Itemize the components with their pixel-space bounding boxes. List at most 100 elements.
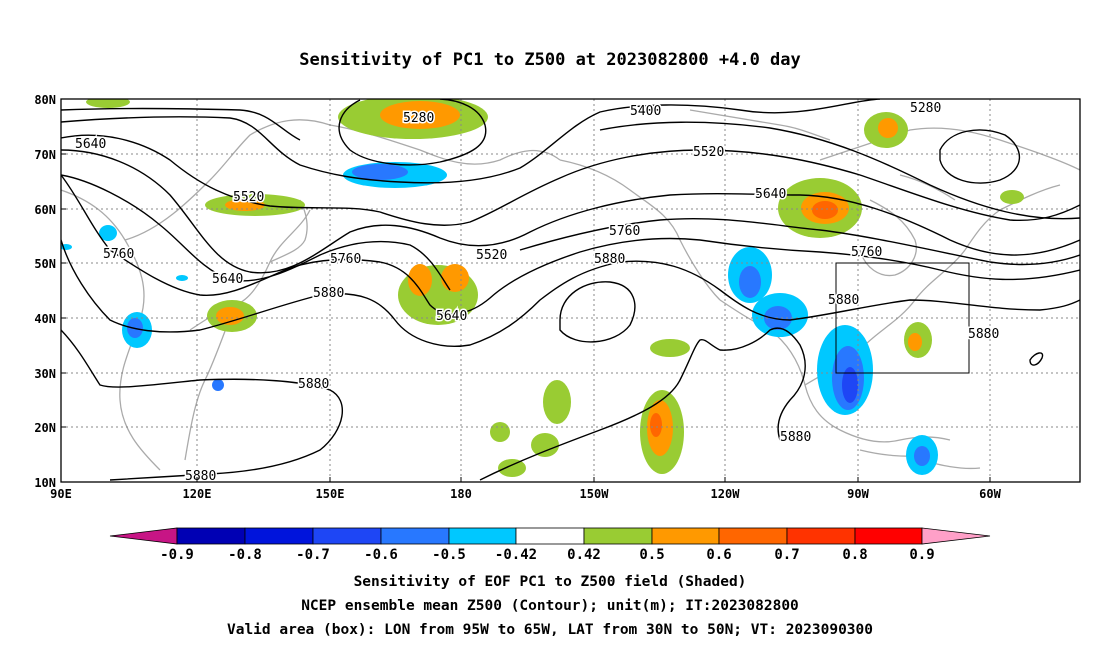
- blob-pacific-positive-peak: [650, 413, 662, 437]
- contour-extra-1: [61, 107, 301, 141]
- contour-label: 5640: [755, 187, 786, 202]
- colorbar-swatch: [786, 527, 856, 545]
- contour-5400-close: [939, 129, 1021, 184]
- contour-label: 5520: [233, 190, 264, 205]
- blob-midpacific-positive-4: [498, 459, 526, 477]
- colorbar-swatch: [244, 527, 314, 545]
- latitude-labels: 80N 70N 60N 50N 40N 30N 20N 10N: [34, 93, 56, 490]
- blob-dateline-positive-core2: [441, 264, 469, 292]
- caption-line-1: Sensitivity of EOF PC1 to Z500 field (Sh…: [353, 574, 747, 590]
- blob-midpacific-positive-2: [531, 433, 559, 457]
- lat-label: 60N: [34, 203, 56, 217]
- contour-5880-b: [61, 329, 344, 481]
- lat-label: 20N: [34, 421, 56, 435]
- blob-greenland-positive-core: [878, 118, 898, 138]
- blob-arctic-negative-core: [352, 164, 408, 180]
- blob-hudson-positive-peak: [812, 201, 838, 219]
- lon-label: 120E: [183, 487, 212, 501]
- lon-label: 90W: [847, 487, 869, 501]
- blob-midpacific-positive-3: [490, 422, 510, 442]
- gridlines: [61, 99, 1080, 482]
- contour-label: 5520: [476, 248, 507, 263]
- contour-5880-c: [479, 327, 806, 481]
- contour-label: 5520: [693, 145, 724, 160]
- contour-5400-a: [61, 99, 881, 184]
- contour-label: 5880: [313, 286, 344, 301]
- contour-5280-arctic: [338, 99, 487, 166]
- lon-label: 150W: [580, 487, 610, 501]
- blob-gulf-negative-peak: [842, 367, 858, 403]
- colorbar-swatch: [718, 527, 788, 545]
- blob-westus-negative-core1: [739, 266, 761, 298]
- contour-5880-a: [61, 239, 1080, 347]
- colorbar-tick: -0.8: [228, 547, 262, 563]
- contour-label: 5880: [828, 293, 859, 308]
- lon-label: 90E: [50, 487, 72, 501]
- blob-dateline-positive-core1: [408, 264, 432, 296]
- blob-siberia-positive-core: [225, 199, 265, 211]
- contour-5880-loop: [559, 281, 636, 343]
- caption-line-3: Valid area (box): LON from 95W to 65W, L…: [226, 622, 873, 638]
- colorbar-triangle-right: [921, 527, 991, 545]
- positive-sensitivity-shading: [86, 99, 1024, 477]
- blob-eastasia-positive: [1000, 190, 1024, 204]
- lat-label: 40N: [34, 312, 56, 326]
- colorbar-tick: 0.6: [706, 547, 731, 563]
- lat-label: 70N: [34, 148, 56, 162]
- z500-contours: [61, 99, 1080, 481]
- valid-area-box: [835, 262, 970, 374]
- lon-label: 150E: [316, 487, 345, 501]
- colorbar-tick: -0.42: [495, 547, 537, 563]
- contour-label: 5760: [851, 245, 882, 260]
- lat-label: 50N: [34, 257, 56, 271]
- longitude-labels: 90E 120E 150E 180 150W 120W 90W 60W: [50, 487, 1001, 501]
- colorbar-tick: 0.5: [639, 547, 664, 563]
- contour-label: 5880: [185, 469, 216, 484]
- contour-label: 5400: [630, 104, 661, 119]
- colorbar-tick: 0.42: [567, 547, 601, 563]
- colorbar-swatch: [176, 527, 246, 545]
- contour-5760-a: [61, 174, 1080, 315]
- negative-sensitivity-shading: [61, 162, 938, 475]
- blob-atlantic-positive-core: [908, 333, 922, 351]
- map-frame: [60, 98, 1081, 483]
- contour-label: 5880: [298, 377, 329, 392]
- colorbar-swatch: [515, 527, 585, 545]
- contour-label: 5640: [436, 309, 467, 324]
- blob-arctic-small-positive: [86, 99, 130, 108]
- colorbar-swatch: [854, 527, 923, 545]
- contour-label: 5760: [330, 252, 361, 267]
- colorbar-swatch: [583, 527, 653, 545]
- blob-caribbean-negative-core: [914, 446, 930, 466]
- contour-label: 5880: [780, 430, 811, 445]
- contour-label: 5760: [103, 247, 134, 262]
- contour-label: 5640: [212, 272, 243, 287]
- blob-pacific-small-negative: [212, 379, 224, 391]
- colorbar-triangle-left: [109, 527, 178, 545]
- contour-5880-atl: [1029, 352, 1044, 366]
- colorbar-tick: -0.9: [160, 547, 194, 563]
- contour-label: 5880: [594, 252, 625, 267]
- lat-label: 10N: [34, 476, 56, 490]
- contour-extra-3: [519, 217, 1080, 266]
- lon-label: 60W: [979, 487, 1001, 501]
- colorbar-tick: -0.7: [296, 547, 330, 563]
- frame-ticks: [61, 153, 991, 482]
- contour-extra-2: [61, 174, 451, 291]
- colorbar-swatch: [312, 527, 382, 545]
- contour-label: 5880: [968, 327, 999, 342]
- contour-label: 5640: [75, 137, 106, 152]
- colorbar-tick: -0.6: [364, 547, 398, 563]
- colorbar-swatch: [448, 527, 517, 545]
- colorbar-tick: 0.9: [909, 547, 934, 563]
- colorbar-tick: 0.7: [774, 547, 799, 563]
- contour-extra-4: [599, 121, 1080, 220]
- contour-5640-a: [61, 149, 1080, 274]
- blob-arctic-positive-core: [380, 101, 460, 129]
- colorbar: [109, 527, 991, 545]
- contour-label: 5280: [910, 101, 941, 116]
- colorbar-tick: -0.5: [432, 547, 466, 563]
- caption-line-2: NCEP ensemble mean Z500 (Contour); unit(…: [301, 598, 799, 614]
- contour-label: 5760: [609, 224, 640, 239]
